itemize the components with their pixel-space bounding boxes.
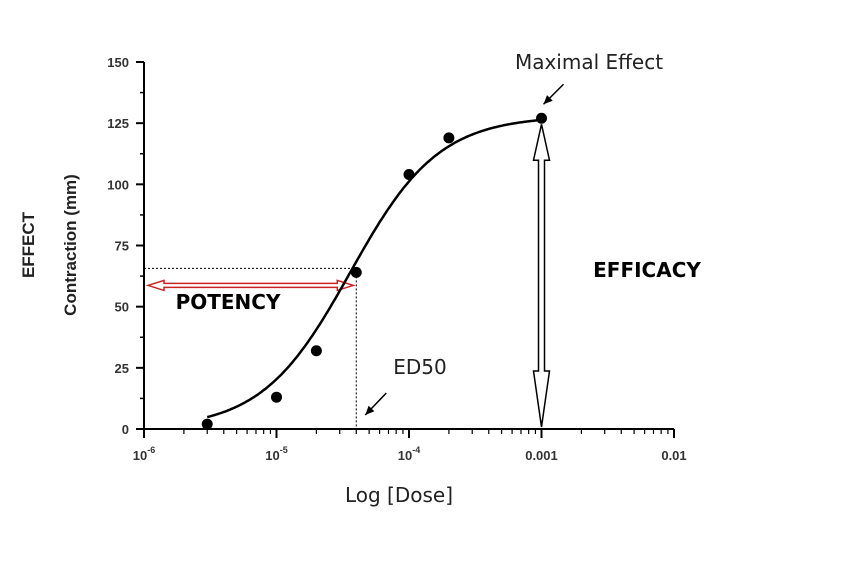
data-point bbox=[310, 345, 322, 357]
data-point bbox=[271, 391, 282, 403]
y-axis-outer-title: EFFECT bbox=[19, 211, 38, 278]
labels: 0 25 50 75 100 125 150 10-6 10-5 10-4 0.001 0.01 bbox=[107, 55, 686, 463]
ed50-guides bbox=[144, 267, 357, 429]
maximal-effect-label: Maximal Effect bbox=[515, 50, 663, 74]
x-axis-title: Log [Dose] bbox=[345, 483, 453, 507]
annotation-arrows bbox=[145, 83, 565, 428]
x-tick-label: 0.01 bbox=[661, 448, 686, 463]
potency-label: POTENCY bbox=[176, 290, 281, 314]
data-point bbox=[443, 132, 455, 144]
maximal-effect-pointer-head bbox=[543, 95, 553, 105]
potency-arrow bbox=[145, 279, 356, 292]
y-tick-label: 125 bbox=[107, 116, 129, 131]
y-tick-label: 0 bbox=[122, 422, 129, 437]
data-points bbox=[201, 112, 547, 430]
fit-curve bbox=[206, 118, 542, 419]
data-point bbox=[403, 169, 415, 181]
y-tick-label: 25 bbox=[115, 361, 129, 376]
efficacy-arrow bbox=[532, 124, 551, 428]
y-tick-label: 50 bbox=[115, 300, 129, 315]
x-tick-label: 10-6 bbox=[133, 445, 155, 463]
x-tick-label: 10-4 bbox=[398, 445, 420, 463]
y-axis-title: Contraction (mm) bbox=[61, 174, 80, 316]
data-point bbox=[201, 418, 213, 430]
x-tick-label: 0.001 bbox=[525, 448, 558, 463]
y-tick-label: 150 bbox=[107, 55, 129, 70]
efficacy-label: EFFICACY bbox=[593, 258, 701, 282]
ed50-pointer-head bbox=[365, 405, 375, 415]
y-tick-label: 75 bbox=[115, 239, 129, 254]
ed50-label: ED50 bbox=[393, 355, 447, 379]
data-point bbox=[536, 112, 547, 124]
fit-curve-group bbox=[206, 118, 542, 419]
tick-marks bbox=[136, 61, 675, 438]
data-point bbox=[350, 266, 362, 278]
x-tick-label: 10-5 bbox=[265, 445, 287, 463]
y-tick-label: 100 bbox=[107, 177, 129, 192]
